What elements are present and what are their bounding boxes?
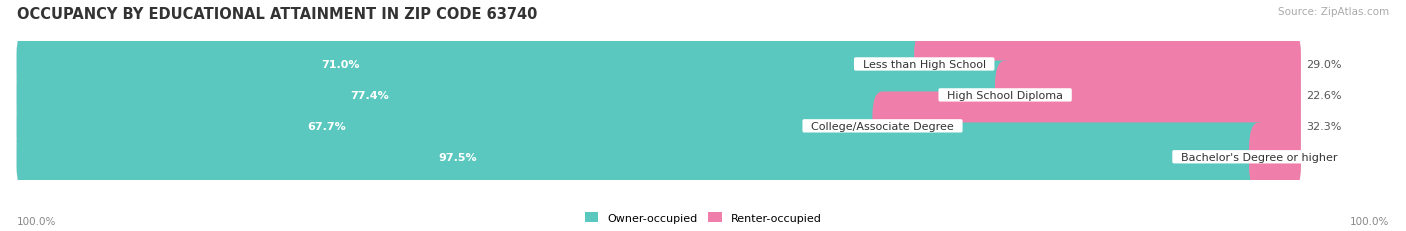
FancyBboxPatch shape xyxy=(872,92,1301,161)
FancyBboxPatch shape xyxy=(17,30,935,99)
FancyBboxPatch shape xyxy=(17,92,893,161)
FancyBboxPatch shape xyxy=(17,123,1270,191)
Text: 67.7%: 67.7% xyxy=(307,121,346,131)
Text: 97.5%: 97.5% xyxy=(439,152,478,162)
FancyBboxPatch shape xyxy=(1249,123,1301,191)
Text: 2.5%: 2.5% xyxy=(1306,152,1334,162)
Legend: Owner-occupied, Renter-occupied: Owner-occupied, Renter-occupied xyxy=(581,208,825,227)
Text: 32.3%: 32.3% xyxy=(1306,121,1341,131)
Text: OCCUPANCY BY EDUCATIONAL ATTAINMENT IN ZIP CODE 63740: OCCUPANCY BY EDUCATIONAL ATTAINMENT IN Z… xyxy=(17,7,537,22)
FancyBboxPatch shape xyxy=(17,61,1015,130)
FancyBboxPatch shape xyxy=(995,61,1301,130)
Text: 100.0%: 100.0% xyxy=(1350,216,1389,226)
FancyBboxPatch shape xyxy=(914,30,1301,99)
Text: Less than High School: Less than High School xyxy=(856,60,993,70)
Text: 77.4%: 77.4% xyxy=(350,91,388,100)
Text: 29.0%: 29.0% xyxy=(1306,60,1341,70)
Text: 100.0%: 100.0% xyxy=(17,216,56,226)
Text: Bachelor's Degree or higher: Bachelor's Degree or higher xyxy=(1174,152,1344,162)
FancyBboxPatch shape xyxy=(17,29,1301,101)
FancyBboxPatch shape xyxy=(17,59,1301,131)
Text: 71.0%: 71.0% xyxy=(322,60,360,70)
Text: High School Diploma: High School Diploma xyxy=(941,91,1070,100)
FancyBboxPatch shape xyxy=(17,90,1301,162)
FancyBboxPatch shape xyxy=(17,121,1301,193)
Text: College/Associate Degree: College/Associate Degree xyxy=(804,121,960,131)
Text: Source: ZipAtlas.com: Source: ZipAtlas.com xyxy=(1278,7,1389,17)
Text: 22.6%: 22.6% xyxy=(1306,91,1341,100)
